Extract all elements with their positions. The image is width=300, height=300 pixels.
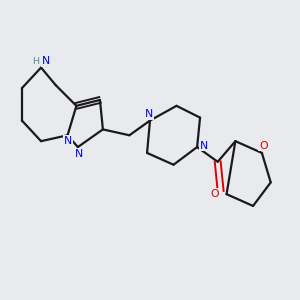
Text: N: N [63, 136, 72, 146]
Text: N: N [200, 141, 208, 151]
Text: N: N [75, 148, 83, 158]
Text: N: N [42, 56, 50, 66]
Text: O: O [259, 141, 268, 151]
Text: H: H [32, 57, 39, 66]
Text: O: O [211, 189, 219, 199]
Text: N: N [144, 109, 153, 119]
